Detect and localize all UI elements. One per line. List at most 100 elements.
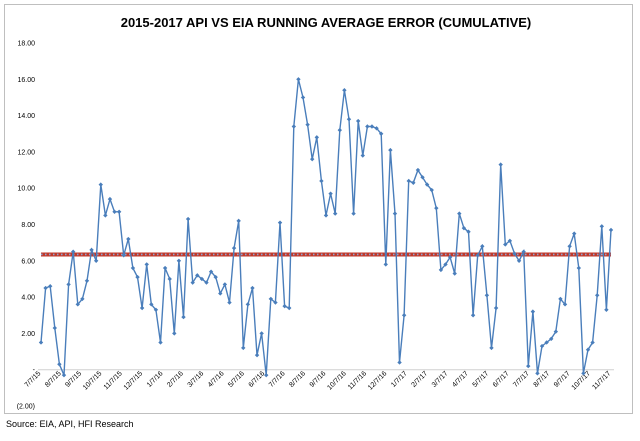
x-tick-label: 9/7/17: [553, 370, 572, 389]
data-point: [365, 124, 370, 129]
data-point: [222, 282, 228, 287]
data-point: [342, 87, 347, 93]
y-axis-tick-labels: (2.00) - 2.00 4.00 6.00 8.00 10.00 12.00 14.00 16…: [17, 41, 36, 411]
data-point: [503, 242, 508, 247]
data-point: [181, 314, 186, 320]
x-tick-label: 8/7/17: [533, 370, 552, 389]
x-tick-label: 8/7/16: [288, 370, 307, 389]
data-point: [139, 305, 145, 311]
data-point: [185, 216, 191, 222]
data-point: [415, 167, 421, 173]
data-point: [98, 182, 103, 187]
data-point: [443, 262, 448, 267]
data-point: [590, 340, 595, 345]
line-chart: 2015-2017 API VS EIA RUNNING AVERAGE ERR…: [17, 15, 614, 411]
data-point: [112, 209, 117, 214]
data-point: [208, 269, 214, 274]
data-point: [397, 360, 402, 365]
data-point: [300, 95, 306, 100]
data-point: [116, 209, 122, 214]
y-tick-label: 10.00: [17, 186, 35, 193]
x-tick-label: 6/7/17: [492, 370, 511, 389]
data-point: [572, 231, 577, 236]
data-point: [264, 372, 269, 378]
data-point: [149, 302, 154, 307]
data-point: [43, 285, 48, 291]
data-point: [424, 182, 430, 187]
data-point: [236, 218, 241, 224]
data-point: [406, 178, 411, 184]
x-tick-label: 1/7/16: [146, 370, 165, 389]
data-point: [310, 156, 315, 162]
data-point: [438, 267, 444, 273]
series-points: [38, 77, 614, 378]
chart-title: 2015-2017 API VS EIA RUNNING AVERAGE ERR…: [121, 15, 532, 30]
y-tick-label: -: [33, 367, 36, 374]
data-point: [374, 126, 379, 131]
data-point: [383, 262, 388, 267]
data-point: [259, 331, 264, 336]
data-point: [360, 153, 365, 158]
data-point: [66, 282, 71, 287]
data-point: [346, 117, 352, 122]
x-tick-label: 4/7/16: [207, 370, 226, 389]
x-tick-label: 12/7/15: [123, 370, 145, 392]
data-point: [562, 302, 568, 307]
data-point: [567, 244, 572, 249]
data-point: [599, 224, 605, 229]
data-point: [84, 278, 90, 283]
data-point: [135, 274, 140, 280]
data-point: [126, 236, 131, 242]
data-point: [287, 305, 292, 311]
data-point: [535, 371, 540, 376]
data-point: [314, 135, 320, 140]
data-point: [323, 213, 329, 218]
x-tick-label: 11/7/16: [347, 370, 368, 391]
data-point: [470, 313, 476, 318]
data-point: [484, 293, 490, 298]
x-tick-label: 11/7/17: [591, 370, 612, 391]
series-line: [40, 79, 612, 376]
data-point: [277, 220, 283, 225]
data-point: [595, 293, 600, 298]
data-point: [296, 77, 301, 82]
data-point: [526, 363, 531, 369]
data-point: [38, 340, 44, 345]
data-point: [585, 347, 591, 352]
data-point: [457, 211, 462, 216]
data-point: [434, 205, 439, 211]
data-point: [162, 265, 168, 271]
data-point: [103, 213, 108, 218]
data-point: [507, 238, 513, 244]
data-point: [57, 362, 62, 367]
y-tick-label: 8.00: [21, 222, 35, 229]
data-point: [282, 303, 287, 309]
x-tick-label: 6/7/16: [248, 370, 267, 389]
data-point: [70, 249, 76, 254]
data-point: [475, 253, 480, 258]
data-point: [153, 307, 159, 313]
data-point: [337, 127, 342, 133]
x-tick-label: 7/7/16: [268, 370, 287, 389]
x-tick-label: 12/7/16: [367, 370, 389, 392]
x-tick-label: 11/7/15: [103, 370, 124, 391]
x-tick-label: 5/7/16: [227, 370, 246, 389]
x-tick-label: 9/7/15: [64, 370, 83, 389]
data-point: [80, 296, 85, 302]
x-tick-label: 10/7/16: [326, 370, 348, 392]
x-tick-label: 3/7/17: [431, 370, 450, 389]
data-point: [213, 274, 218, 280]
y-tick-label: 14.00: [17, 113, 35, 120]
data-point: [190, 280, 195, 285]
data-point: [521, 249, 526, 254]
data-point: [199, 276, 205, 282]
data-point: [254, 352, 260, 358]
data-point: [231, 245, 237, 251]
data-point: [328, 191, 333, 196]
data-point: [305, 122, 310, 127]
x-tick-label: 5/7/17: [472, 370, 491, 389]
data-point: [355, 118, 361, 124]
data-point: [319, 178, 324, 184]
data-point: [89, 247, 94, 253]
